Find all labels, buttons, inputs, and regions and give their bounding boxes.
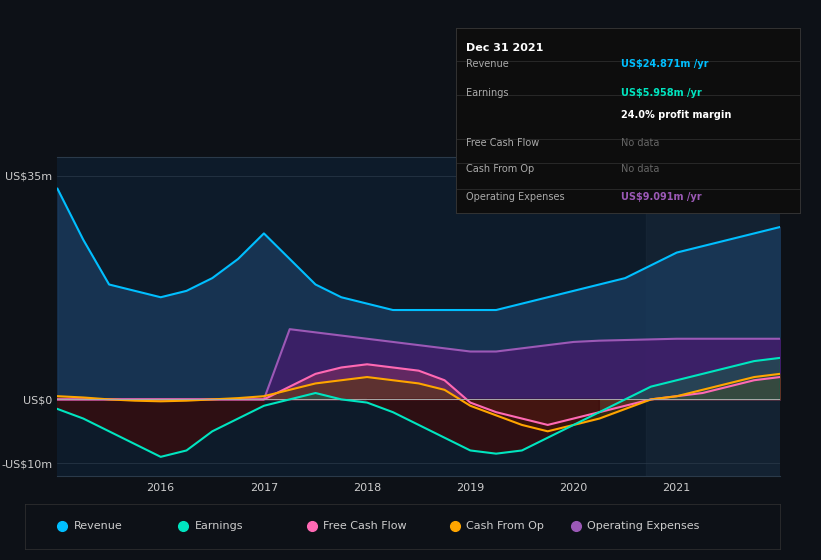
Text: Operating Expenses: Operating Expenses — [466, 192, 565, 202]
Text: Revenue: Revenue — [74, 521, 122, 531]
Text: Earnings: Earnings — [466, 88, 508, 98]
Text: US$24.871m /yr: US$24.871m /yr — [621, 59, 709, 69]
Text: Cash From Op: Cash From Op — [466, 521, 544, 531]
Text: No data: No data — [621, 138, 659, 148]
Text: Dec 31 2021: Dec 31 2021 — [466, 43, 544, 53]
Text: Cash From Op: Cash From Op — [466, 164, 534, 174]
Text: Revenue: Revenue — [466, 59, 509, 69]
Bar — [646, 157, 780, 476]
Text: Free Cash Flow: Free Cash Flow — [323, 521, 406, 531]
Text: US$5.958m /yr: US$5.958m /yr — [621, 88, 702, 98]
Text: Free Cash Flow: Free Cash Flow — [466, 138, 539, 148]
Text: Operating Expenses: Operating Expenses — [587, 521, 699, 531]
Text: No data: No data — [621, 164, 659, 174]
Text: Earnings: Earnings — [195, 521, 243, 531]
Text: 24.0% profit margin: 24.0% profit margin — [621, 110, 732, 120]
Text: US$9.091m /yr: US$9.091m /yr — [621, 192, 702, 202]
